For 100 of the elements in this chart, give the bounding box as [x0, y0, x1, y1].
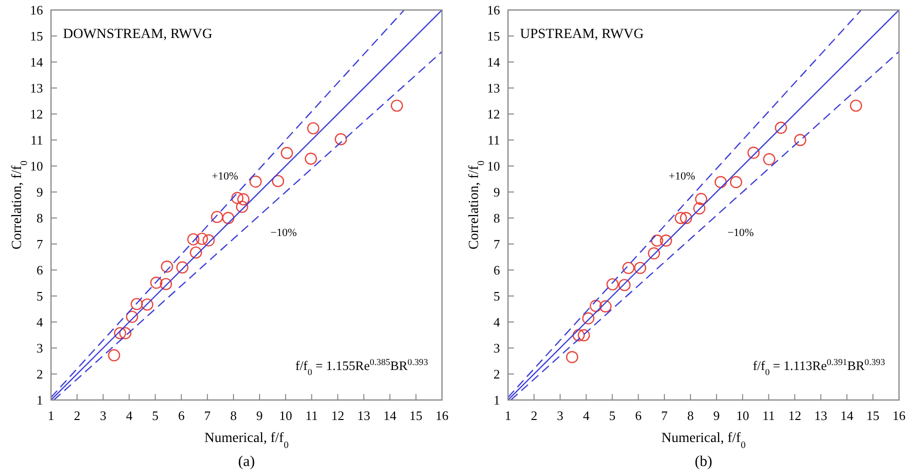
- x-tick-label: 6: [178, 408, 186, 423]
- x-tick-label: 13: [814, 408, 828, 423]
- point: [590, 300, 602, 312]
- annotation: f/f$_{0}$ = 1.113Re$^{0.391}$BR$^{0.393}$: [752, 357, 886, 377]
- y-tick-label: 4: [36, 314, 44, 330]
- point: [747, 146, 760, 159]
- y-tick-label: 12: [487, 106, 500, 122]
- point: [695, 192, 708, 206]
- point: [618, 278, 631, 292]
- text: DOWNSTREAM, RWVG: [63, 27, 212, 42]
- x-tick-label: 5: [609, 408, 616, 423]
- y-tick-label: 3: [36, 340, 43, 356]
- point: [763, 153, 776, 166]
- x-tick-label: 4: [126, 408, 133, 423]
- x-tick-label: 11: [305, 408, 318, 423]
- point: [160, 278, 172, 290]
- point: [202, 234, 215, 246]
- point: [222, 212, 234, 224]
- point: [578, 329, 590, 342]
- annotation: f/f$_{0}$ = 1.155Re$^{0.385}$BR$^{0.393}$: [295, 357, 428, 377]
- point: [680, 212, 692, 224]
- y-tick-label: 12: [30, 106, 43, 122]
- y-tick-label: 16: [487, 2, 500, 18]
- y-tick-label: 5: [36, 288, 43, 304]
- x-tick-label: 9: [256, 408, 263, 423]
- point: [850, 100, 862, 112]
- y-tick-label: 2: [36, 366, 43, 382]
- point: [566, 351, 578, 364]
- x-tick-label: 9: [713, 408, 720, 423]
- point: [141, 298, 154, 311]
- y-tick-label: 4: [494, 314, 500, 330]
- point: [190, 246, 202, 259]
- x-tick-label: 7: [661, 408, 668, 423]
- x-tick-label: 1: [48, 408, 54, 423]
- point: [130, 298, 143, 310]
- x-tick-label: 7: [204, 408, 212, 423]
- point: [231, 192, 244, 204]
- text: (a): [238, 454, 255, 470]
- x-tick-label: 10: [736, 408, 750, 423]
- x-tick-label: 12: [331, 408, 344, 423]
- y-tick-label: 16: [30, 2, 44, 18]
- x-tick-label: 8: [230, 408, 237, 423]
- annotation: +10%: [668, 170, 696, 183]
- x-tick-label: 11: [762, 408, 775, 423]
- text: UPSTREAM, RWVG: [520, 27, 644, 42]
- point: [280, 146, 294, 160]
- x-tick-label: 2: [530, 408, 538, 423]
- y-tick-label: 9: [494, 184, 500, 200]
- point: [119, 327, 132, 340]
- y-tick-label: 10: [487, 158, 500, 174]
- point: [648, 247, 660, 260]
- point: [114, 327, 126, 340]
- point: [693, 202, 706, 214]
- point: [160, 260, 174, 273]
- point: [304, 152, 317, 165]
- x-tick-label: 6: [635, 408, 642, 423]
- point: [150, 276, 162, 289]
- point: [196, 232, 208, 245]
- point: [794, 134, 806, 146]
- point: [390, 100, 404, 112]
- point: [236, 200, 248, 213]
- point: [307, 122, 320, 134]
- point: [210, 210, 224, 224]
- x-tick-label: 14: [840, 408, 854, 423]
- y-tick-label: 6: [36, 262, 44, 278]
- point: [272, 174, 284, 188]
- y-tick-label: 14: [30, 54, 44, 70]
- point: [634, 262, 646, 274]
- y-tick-label: 7: [494, 236, 500, 252]
- y-tick-label: 15: [30, 28, 43, 44]
- point: [730, 176, 742, 188]
- x-tick-label: 4: [582, 408, 590, 423]
- annotation: −10%: [270, 227, 297, 240]
- point: [660, 234, 672, 247]
- y-tick-label: 3: [494, 340, 500, 356]
- text: (b): [694, 454, 712, 470]
- y-tick-label: 1: [494, 392, 500, 408]
- y-tick-label: 2: [494, 366, 500, 382]
- x-tick-label: 16: [892, 408, 906, 423]
- y-tick-label: 13: [30, 80, 43, 96]
- point: [606, 278, 619, 290]
- x-tick-label: 15: [866, 408, 880, 423]
- point: [250, 176, 262, 188]
- x-tick-label: 8: [687, 408, 694, 423]
- x-axis-title: Numerical, f/f$_{0}$: [204, 431, 289, 450]
- x-tick-label: 5: [152, 408, 159, 423]
- y-tick-label: 8: [36, 210, 43, 226]
- point: [582, 312, 594, 324]
- x-tick-label: 15: [409, 408, 422, 423]
- point: [126, 310, 138, 323]
- y-tick-label: 8: [494, 210, 500, 226]
- x-tick-label: 3: [100, 408, 106, 423]
- point: [714, 176, 727, 188]
- annotation: −10%: [727, 227, 754, 240]
- y-tick-label: 7: [36, 236, 44, 252]
- point: [176, 261, 188, 274]
- x-tick-label: 16: [436, 408, 449, 423]
- x-tick-label: 1: [504, 408, 512, 423]
- point: [334, 133, 347, 146]
- y-tick-label: 11: [487, 132, 500, 148]
